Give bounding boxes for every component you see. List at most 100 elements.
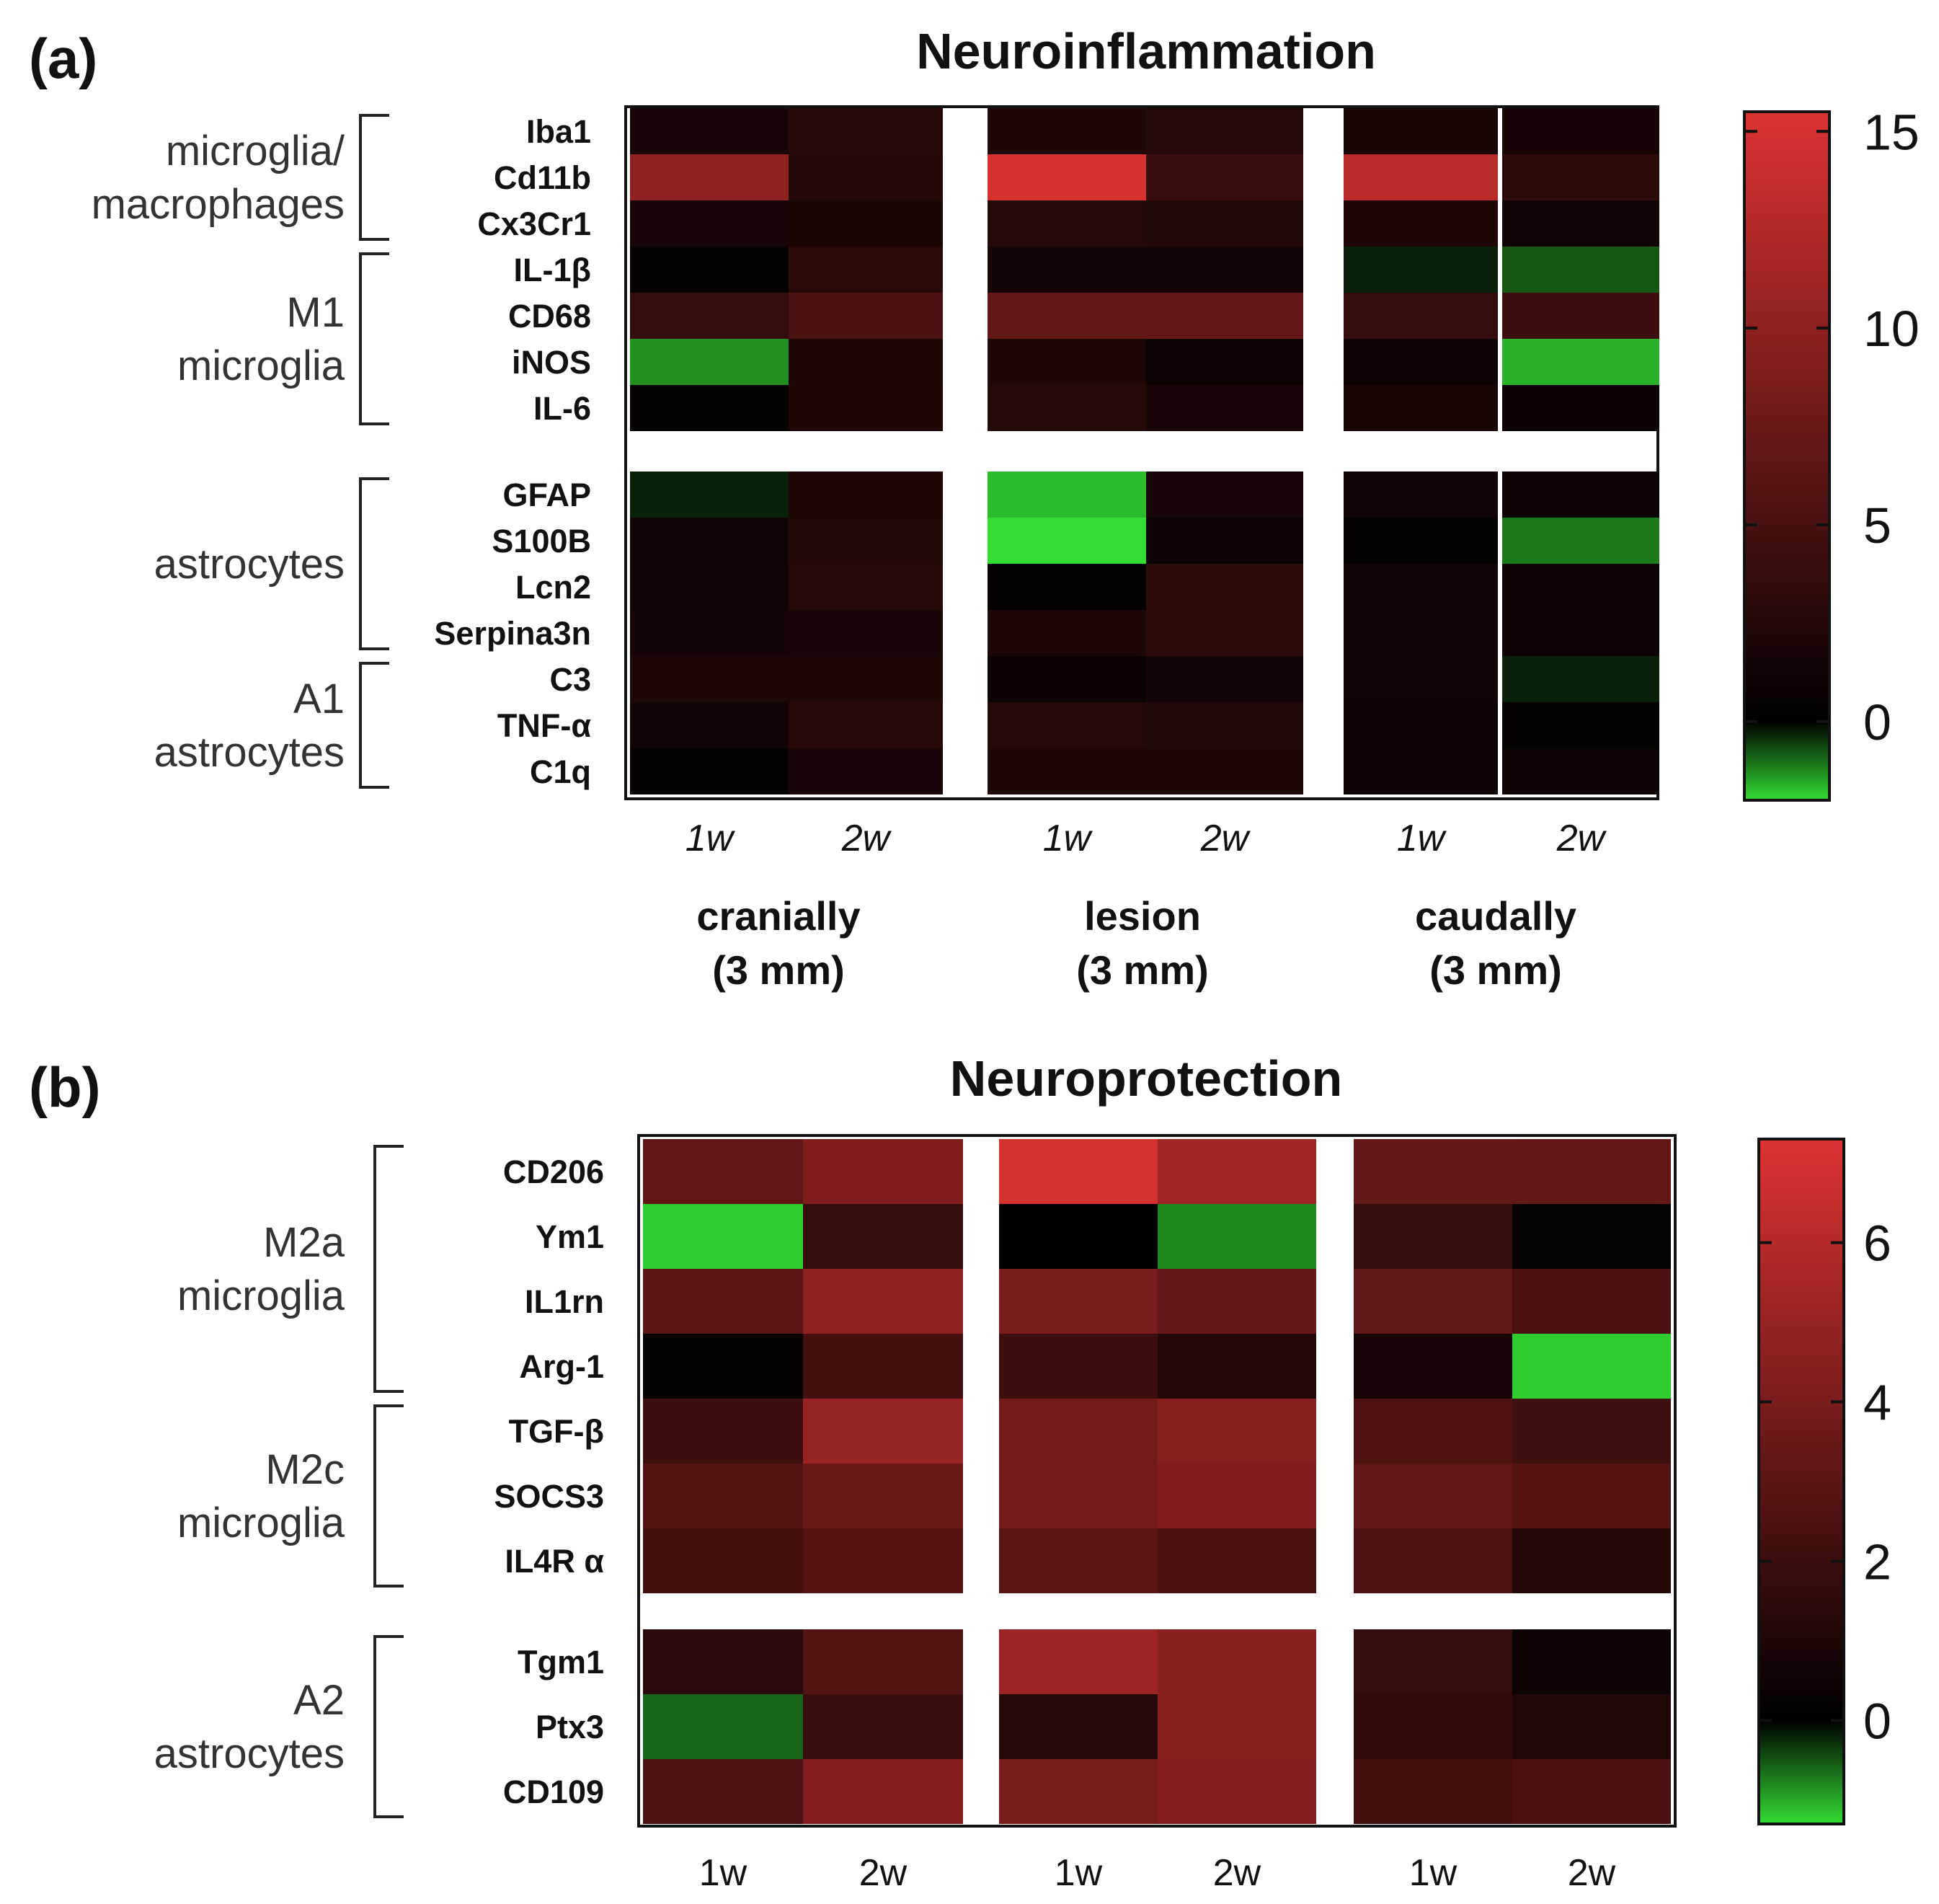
panel-a-group-bracket-3 [359, 477, 389, 650]
panel-b-cell-cd109-1-2w [803, 1759, 963, 1824]
panel-a-cell-cd68-2-1w [988, 293, 1146, 339]
panel-a-cell-il-1-1-2w [789, 247, 943, 293]
panel-b-cell-arg-1-3-1w [1354, 1334, 1512, 1399]
panel-b-cell-il1rn-2-2w [1158, 1269, 1316, 1334]
panel-a-colorbar-label-10: 10 [1863, 301, 1920, 357]
panel-a-cell-cd68-1-2w [789, 293, 943, 339]
panel-a-cell-il-6-1-1w [630, 385, 789, 431]
panel-a-cell-cx3cr1-3-2w [1502, 200, 1659, 247]
panel-a-cell-s100b-3-1w [1344, 518, 1498, 564]
panel-b-colorbar-label-4: 4 [1863, 1375, 1891, 1431]
panel-a-cell-tnf-3-1w [1344, 702, 1498, 748]
panel-b-cell-arg-1-2-1w [999, 1334, 1158, 1399]
panel-a-cell-inos-1-2w [789, 339, 943, 385]
panel-b-row-label-il4r: IL4R α [505, 1543, 604, 1580]
panel-b-cell-ym1-3-2w [1512, 1204, 1671, 1269]
panel-a-cell-c3-1-2w [789, 656, 943, 702]
panel-a-loc-3-dist: (3 mm) [1429, 947, 1562, 993]
panel-b-cell-socs3-3-1w [1354, 1464, 1512, 1528]
panel-a-colorbar-label-15: 15 [1863, 104, 1920, 160]
panel-a-cell-tnf-1-1w [630, 702, 789, 748]
panel-b-cell-socs3-1-2w [803, 1464, 963, 1528]
panel-b-cell-tgm1-2-1w [999, 1629, 1158, 1694]
panel-a-cell-gfap-3-2w [1502, 471, 1659, 518]
panel-a-cell-inos-1-1w [630, 339, 789, 385]
panel-a-cell-iba1-2-2w [1146, 108, 1303, 154]
panel-b-colorbar-label-6: 6 [1863, 1216, 1891, 1272]
panel-b-group-bracket-2 [373, 1404, 404, 1588]
panel-a-group-bracket-4 [359, 662, 389, 789]
panel-b-cell-socs3-2-2w [1158, 1464, 1316, 1528]
panel-b-cell-cd109-2-1w [999, 1759, 1158, 1824]
heatmap-layer: Iba1 Cd11b Cx3Cr1 IL-1β CD68 iNOS IL-6 GFAP S100… [92, 104, 1920, 1894]
panel-a-cell-s100b-1-1w [630, 518, 789, 564]
panel-a-group-label-4-1: A1 [293, 676, 345, 722]
panel-a-cell-tnf-2-2w [1146, 702, 1303, 748]
panel-a-cell-cd68-3-2w [1502, 293, 1659, 339]
panel-a-cell-gfap-3-1w [1344, 471, 1498, 518]
panel-a-cell-c1q-2-2w [1146, 748, 1303, 794]
panel-a-title: Neuroinflammation [916, 23, 1376, 79]
panel-a-row-label-il-6: IL-6 [533, 390, 591, 427]
panel-a-cell-serpina3n-1-2w [789, 610, 943, 656]
panel-a-label: (a) [29, 27, 97, 90]
panel-a-cell-iba1-1-1w [630, 108, 789, 154]
panel-a-cell-c1q-2-1w [988, 748, 1146, 794]
panel-b-group-label-3-1: A2 [293, 1677, 345, 1724]
panel-a-row-label-iba1: Iba1 [526, 113, 591, 150]
panel-b-cell-il1rn-3-1w [1354, 1269, 1512, 1334]
panel-a-cell-lcn2-3-1w [1344, 564, 1498, 610]
panel-b-cell-cd206-3-2w [1512, 1139, 1671, 1204]
panel-a-cell-lcn2-2-2w [1146, 564, 1303, 610]
panel-a-cell-serpina3n-2-2w [1146, 610, 1303, 656]
panel-b-cell-socs3-3-2w [1512, 1464, 1671, 1528]
panel-a-group-label-1-2: macrophages [92, 181, 345, 228]
panel-b-cell-arg-1-1-1w [643, 1334, 803, 1399]
panel-a-cell-il-1-3-2w [1502, 247, 1659, 293]
panel-a-cell-cd68-1-1w [630, 293, 789, 339]
panel-a-cell-il-6-2-1w [988, 385, 1146, 431]
panel-b-cell-tgf-1-2w [803, 1399, 963, 1464]
panel-a-cell-s100b-3-2w [1502, 518, 1659, 564]
panel-b-cell-ptx3-2-2w [1158, 1694, 1316, 1759]
panel-a-timepoint-2-1w: 1w [1043, 818, 1093, 859]
panel-a-cell-c1q-1-1w [630, 748, 789, 794]
panel-a-cell-gfap-1-1w [630, 471, 789, 518]
panel-a-cell-serpina3n-3-1w [1344, 610, 1498, 656]
panel-a-timepoint-3-1w: 1w [1397, 818, 1447, 859]
panel-b-cell-tgf-3-1w [1354, 1399, 1512, 1464]
panel-a-row-label-cd11b: Cd11b [494, 159, 591, 196]
panel-b-cell-cd206-3-1w [1354, 1139, 1512, 1204]
panel-a-cell-iba1-3-1w [1344, 108, 1498, 154]
panel-a-row-label-il-1: IL-1β [514, 252, 591, 288]
panel-b-cell-cd109-1-1w [643, 1759, 803, 1824]
panel-a-colorbar [1743, 110, 1831, 802]
panel-a-group-label-2-2: microglia [177, 342, 345, 389]
panel-b-cell-il1rn-3-2w [1512, 1269, 1671, 1334]
panel-a-colorbar-label-5: 5 [1863, 497, 1891, 554]
panel-a-cell-c3-3-2w [1502, 656, 1659, 702]
panel-b-group-bracket-3 [373, 1635, 404, 1818]
panel-a-cell-c3-1-1w [630, 656, 789, 702]
panel-a-cell-gfap-2-2w [1146, 471, 1303, 518]
panel-a-cell-cx3cr1-1-2w [789, 200, 943, 247]
panel-a-cell-c3-3-1w [1344, 656, 1498, 702]
panel-b-cell-ym1-2-1w [999, 1204, 1158, 1269]
panel-a-loc-3: caudally [1415, 893, 1576, 939]
panel-b-cell-il1rn-2-1w [999, 1269, 1158, 1334]
panel-a-cell-iba1-3-2w [1502, 108, 1659, 154]
panel-a-cell-cd11b-2-2w [1146, 154, 1303, 200]
panel-b-cell-il4r-3-2w [1512, 1528, 1671, 1593]
panel-a-cell-lcn2-3-2w [1502, 564, 1659, 610]
panel-b-group-label-1-1: M2a [263, 1219, 345, 1266]
panel-a-cell-tnf-2-1w [988, 702, 1146, 748]
panel-b-cell-cd206-1-1w [643, 1139, 803, 1204]
panel-a-cell-c1q-3-1w [1344, 748, 1498, 794]
panel-b-cell-tgf-2-1w [999, 1399, 1158, 1464]
panel-a-row-label-gfap: GFAP [502, 477, 591, 513]
panel-b-cell-il4r-2-1w [999, 1528, 1158, 1593]
panel-a-cell-il-6-3-1w [1344, 385, 1498, 431]
panel-a-cell-inos-2-1w [988, 339, 1146, 385]
panel-a-cell-il-6-3-2w [1502, 385, 1659, 431]
panel-b-label: (b) [29, 1055, 101, 1119]
